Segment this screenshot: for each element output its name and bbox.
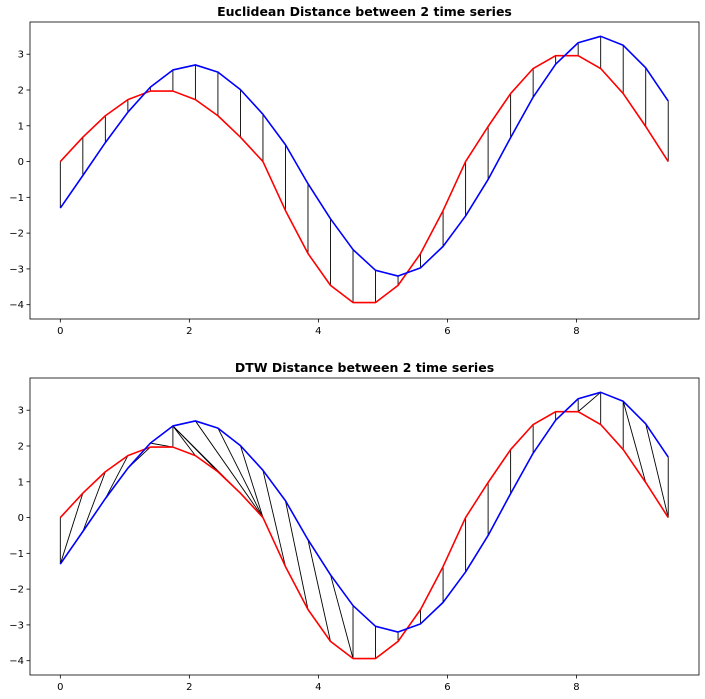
y-tick-label: 0 bbox=[18, 513, 24, 524]
chart-title: Euclidean Distance between 2 time series bbox=[217, 4, 512, 19]
match-line bbox=[240, 445, 264, 518]
subplot-1: Euclidean Distance between 2 time series… bbox=[9, 4, 700, 337]
y-tick-label: 3 bbox=[18, 406, 24, 417]
y-tick-label: 1 bbox=[18, 477, 24, 488]
x-tick-label: 0 bbox=[57, 326, 63, 337]
match-line bbox=[172, 425, 196, 456]
series-blue-line bbox=[59, 391, 669, 633]
match-line bbox=[217, 427, 264, 518]
x-tick-label: 2 bbox=[186, 326, 192, 337]
match-line bbox=[59, 493, 84, 565]
match-line bbox=[262, 470, 286, 567]
x-tick-label: 8 bbox=[573, 682, 579, 693]
y-tick-label: −2 bbox=[9, 229, 24, 240]
x-tick-label: 6 bbox=[444, 682, 450, 693]
y-tick-label: 0 bbox=[18, 157, 24, 168]
match-line bbox=[645, 423, 669, 518]
x-tick-label: 8 bbox=[573, 326, 579, 337]
match-line bbox=[307, 539, 331, 642]
y-tick-label: −1 bbox=[9, 193, 24, 204]
match-line bbox=[285, 500, 309, 610]
x-tick-label: 4 bbox=[315, 326, 321, 337]
axes-frame bbox=[29, 377, 700, 676]
y-tick-label: −2 bbox=[9, 585, 24, 596]
y-tick-label: −4 bbox=[9, 656, 24, 667]
match-line bbox=[330, 574, 354, 659]
y-tick-label: −1 bbox=[9, 549, 24, 560]
y-tick-label: 1 bbox=[18, 121, 24, 132]
y-tick-label: −3 bbox=[9, 264, 24, 275]
x-tick-label: 4 bbox=[315, 682, 321, 693]
x-tick-label: 0 bbox=[57, 682, 63, 693]
subplot-2: DTW Distance between 2 time series 0 2 4 6 8 −… bbox=[9, 360, 700, 693]
match-line bbox=[195, 420, 264, 518]
match-line bbox=[82, 471, 106, 532]
y-tick-label: 2 bbox=[18, 441, 24, 452]
match-line bbox=[622, 401, 647, 483]
series-red-line bbox=[59, 410, 669, 660]
match-line bbox=[577, 391, 601, 412]
axes-frame bbox=[29, 21, 700, 320]
chart-title: DTW Distance between 2 time series bbox=[235, 360, 494, 375]
series-blue-line bbox=[59, 35, 669, 277]
y-tick-label: −4 bbox=[9, 300, 24, 311]
match-line bbox=[104, 455, 129, 499]
y-tick-label: 3 bbox=[18, 50, 24, 61]
series-red-line bbox=[59, 54, 669, 304]
x-tick-label: 2 bbox=[186, 682, 192, 693]
y-tick-label: 2 bbox=[18, 85, 24, 96]
x-tick-label: 6 bbox=[444, 326, 450, 337]
y-tick-label: −3 bbox=[9, 620, 24, 631]
